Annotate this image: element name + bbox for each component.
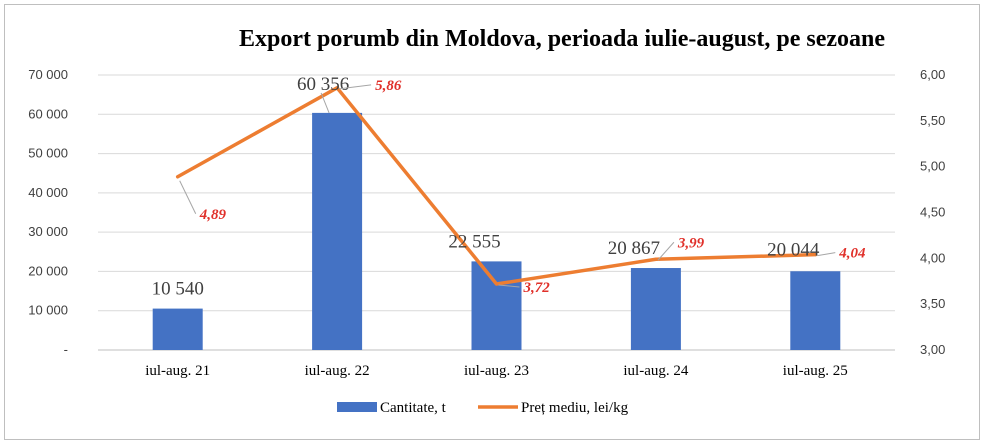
bar-data-label: 20 044 [767,239,820,260]
y-left-tick-label: 10 000 [28,303,68,318]
price-point [176,175,180,179]
y-left-tick-label: 50 000 [28,146,68,161]
bar-data-label: 60 356 [297,74,349,95]
grid-layer [98,74,895,351]
line-layer [175,86,818,286]
price-leader-line [339,84,372,90]
price-point [495,282,498,286]
price-point [654,257,658,261]
y-right-tick-label: 3,00 [920,342,945,357]
x-tick-label: iul-aug. 21 [145,363,210,379]
price-leader-line [817,252,836,257]
y-left-tick-label: 20 000 [28,263,68,278]
chart-frame [4,4,980,440]
bar [152,308,203,350]
bar [630,268,681,350]
price-data-label: 4,89 [199,207,227,223]
bar-leader-line [320,92,330,114]
price-line [175,86,818,286]
legend-swatch-quantity [337,402,377,412]
y-left-tick-label: 30 000 [28,224,68,239]
legend-label-quantity: Cantitate, t [380,400,447,416]
x-tick-label: iul-aug. 25 [783,363,848,379]
category-axis: iul-aug. 21 iul-aug. 22 iul-aug. 23 iul-aug… [145,363,848,379]
y-right-tick-label: 5,50 [920,113,945,128]
price-data-label: 5,86 [375,78,402,94]
y-right-tick-label: 6,00 [920,67,945,82]
bars-layer [152,112,841,350]
x-tick-label: iul-aug. 23 [464,363,529,379]
y-left-tick-label: 60 000 [28,106,68,121]
bar [312,112,363,350]
y-right-tick-label: 3,50 [920,296,945,311]
y-right-tick-label: 4,50 [920,205,945,220]
legend-label-price: Preț mediu, lei/kg [521,400,629,416]
price-data-label: 4,04 [838,246,866,262]
legend: Cantitate, t Preț mediu, lei/kg [337,400,629,416]
y-right-tick-label: 4,00 [920,250,945,265]
x-tick-label: iul-aug. 22 [305,363,370,379]
axis-left: - 10 000 20 000 30 000 40 000 50 000 60 000 70 … [28,67,68,357]
y-right-tick-label: 5,00 [920,159,945,174]
bar [790,271,841,350]
axis-right: 3,00 3,50 4,00 4,50 5,00 5,50 6,00 [920,67,945,357]
price-leader-line [498,284,520,288]
bar [471,261,522,350]
y-left-tick-label: - [64,342,68,357]
y-left-tick-label: 70 000 [28,67,68,82]
price-point [335,86,339,90]
price-point [813,253,817,257]
x-tick-label: iul-aug. 24 [623,363,688,379]
chart-title: Export porumb din Moldova, perioada iuli… [239,26,885,52]
price-data-label: 3,72 [523,280,551,296]
price-leader-line [179,180,197,214]
bar-data-label: 22 555 [448,231,500,252]
bar-data-label: 20 867 [608,238,660,259]
y-left-tick-label: 40 000 [28,185,68,200]
bar-data-label: 10 540 [152,279,204,300]
labels-layer: 10 540 60 356 22 555 20 867 20 044 4,89 5,86 3,… [152,74,866,300]
price-data-label: 3,99 [677,235,705,251]
price-leader-line [657,241,675,261]
